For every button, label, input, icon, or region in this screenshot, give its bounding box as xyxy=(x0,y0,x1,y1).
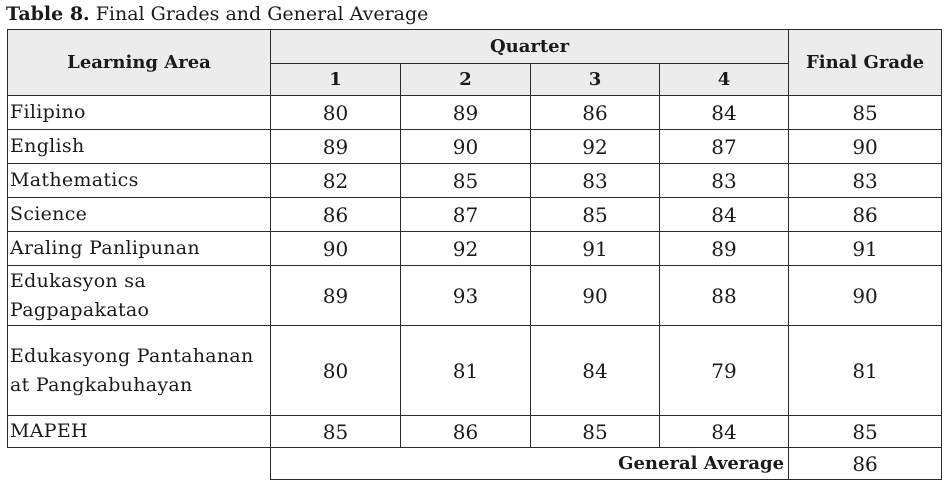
final-grade-cell: 85 xyxy=(788,415,943,448)
quarter-2-header: 2 xyxy=(400,63,531,96)
quarter-3-cell: 91 xyxy=(530,231,660,266)
quarter-3-cell: 85 xyxy=(530,197,660,232)
learning-area-cell: Araling Panlipunan xyxy=(7,231,271,266)
quarter-4-cell: 79 xyxy=(658,325,790,416)
quarter-4-cell: 83 xyxy=(658,163,790,198)
table-caption: Table 8. Final Grades and General Averag… xyxy=(6,2,428,26)
quarter-header: Quarter xyxy=(269,29,790,64)
general-average-value: 86 xyxy=(788,447,943,480)
quarter-4-cell: 84 xyxy=(658,415,790,448)
header-row-quarters: 1 2 3 4 xyxy=(8,63,942,96)
learning-area-cell: Edukasyong Pantahanan at Pangkabuhayan xyxy=(7,325,271,416)
quarter-1-cell: 80 xyxy=(270,95,401,130)
quarter-1-cell: 80 xyxy=(270,325,401,416)
quarter-2-cell: 86 xyxy=(400,415,531,448)
learning-area-cell: English xyxy=(7,129,271,164)
quarter-2-cell: 81 xyxy=(400,325,531,416)
quarter-3-cell: 84 xyxy=(530,325,660,416)
quarter-2-cell: 87 xyxy=(400,197,531,232)
quarter-1-cell: 90 xyxy=(270,231,401,266)
final-grade-cell: 85 xyxy=(788,95,943,130)
quarter-4-cell: 84 xyxy=(658,95,790,130)
quarter-3-cell: 86 xyxy=(530,95,660,130)
quarter-1-header: 1 xyxy=(270,63,401,96)
final-grade-header: Final Grade xyxy=(788,29,943,96)
final-grade-cell: 91 xyxy=(788,231,943,266)
table-row: Araling Panlipunan 90 92 91 89 91 xyxy=(7,231,943,266)
quarter-3-header: 3 xyxy=(530,63,660,96)
learning-area-cell: MAPEH xyxy=(7,415,271,448)
table-row: English 89 90 92 87 90 xyxy=(7,129,943,164)
final-grade-cell: 90 xyxy=(788,265,943,326)
learning-area-header: Learning Area xyxy=(7,29,271,96)
table-row: Filipino 80 89 86 84 85 xyxy=(7,95,943,130)
quarter-4-header: 4 xyxy=(658,63,790,96)
quarter-3-cell: 92 xyxy=(530,129,660,164)
table-row: Edukasyong Pantahanan at Pangkabuhayan 8… xyxy=(7,325,943,416)
grades-table: Learning Area Quarter Final Grade 1 2 3 … xyxy=(7,29,943,480)
table-row: Mathematics 82 85 83 83 83 xyxy=(7,163,943,198)
quarter-1-cell: 86 xyxy=(270,197,401,232)
quarter-4-cell: 84 xyxy=(658,197,790,232)
learning-area-cell: Science xyxy=(7,197,271,232)
quarter-2-cell: 89 xyxy=(400,95,531,130)
quarter-1-cell: 82 xyxy=(270,163,401,198)
final-grade-cell: 81 xyxy=(788,325,943,416)
table-caption-title: Final Grades and General Average xyxy=(95,3,429,25)
table-row: Edukasyon sa Pagpapakatao 89 93 90 88 90 xyxy=(7,265,943,326)
quarter-4-cell: 89 xyxy=(658,231,790,266)
quarter-1-cell: 89 xyxy=(270,129,401,164)
quarter-1-cell: 89 xyxy=(270,265,401,326)
final-grade-cell: 83 xyxy=(788,163,943,198)
final-grade-cell: 90 xyxy=(788,129,943,164)
learning-area-cell: Edukasyon sa Pagpapakatao xyxy=(7,265,271,326)
learning-area-cell: Mathematics xyxy=(7,163,271,198)
blank-cell xyxy=(7,447,271,480)
quarter-4-cell: 87 xyxy=(658,129,790,164)
quarter-2-cell: 90 xyxy=(400,129,531,164)
quarter-2-cell: 85 xyxy=(400,163,531,198)
general-average-label: General Average xyxy=(269,447,790,480)
quarter-2-cell: 92 xyxy=(400,231,531,266)
general-average-row: General Average 86 xyxy=(7,447,943,480)
table-row: MAPEH 85 86 85 84 85 xyxy=(7,415,943,448)
quarter-3-cell: 85 xyxy=(530,415,660,448)
quarter-1-cell: 85 xyxy=(270,415,401,448)
quarter-3-cell: 83 xyxy=(530,163,660,198)
final-grade-cell: 86 xyxy=(788,197,943,232)
table-row: Science 86 87 85 84 86 xyxy=(7,197,943,232)
learning-area-cell: Filipino xyxy=(7,95,271,130)
quarter-4-cell: 88 xyxy=(658,265,790,326)
header-row-top: Learning Area Quarter Final Grade xyxy=(7,29,943,96)
quarter-3-cell: 90 xyxy=(530,265,660,326)
quarter-2-cell: 93 xyxy=(400,265,531,326)
table-caption-label: Table 8. xyxy=(6,3,90,25)
